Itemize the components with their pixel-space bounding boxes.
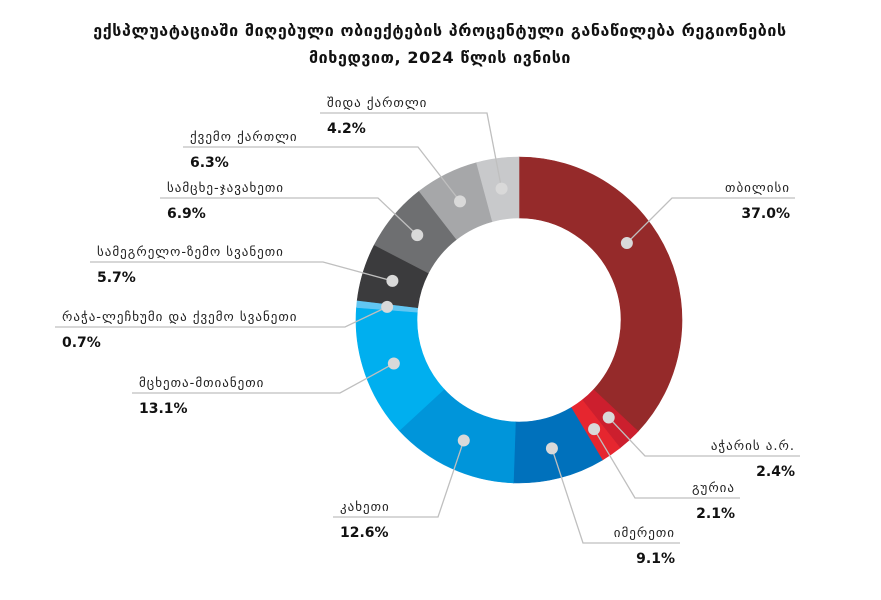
slice-label-tbilisi: თბილისი xyxy=(725,181,790,196)
slice-label-shida-kartli: შიდა ქართლი xyxy=(327,96,427,111)
slice-value-tbilisi: 37.0% xyxy=(741,206,790,222)
slice-marker-mtskheta-mtianeti xyxy=(387,357,400,370)
slice-marker-shida-kartli xyxy=(495,182,508,195)
leader-line-racha-lechkhumi xyxy=(55,306,388,328)
slice-marker-racha-lechkhumi xyxy=(381,300,394,313)
slice-value-imereti: 9.1% xyxy=(636,551,675,567)
slice-label-guria: გურია xyxy=(692,481,735,496)
donut-slices xyxy=(355,156,683,484)
leader-line-samegrelo xyxy=(90,261,393,282)
slice-label-mtskheta-mtianeti: მცხეთა-მთიანეთი xyxy=(139,376,264,391)
slice-marker-kvemo-kartli xyxy=(454,195,467,208)
slice-value-guria: 2.1% xyxy=(696,506,735,522)
slice-value-kvemo-kartli: 6.3% xyxy=(190,155,229,171)
chart-title-line-2: მიხედვით, 2024 წლის ივნისი xyxy=(309,48,571,67)
slice-marker-samegrelo xyxy=(386,274,399,287)
slice-marker-samtskhe-javakheti xyxy=(411,229,424,242)
slice-value-adjara: 2.4% xyxy=(756,464,795,480)
slice-markers xyxy=(381,182,633,455)
slice-marker-adjara xyxy=(602,411,615,424)
slice-label-samegrelo: სამეგრელო-ზემო სვანეთი xyxy=(97,245,284,260)
slice-label-imereti: იმერეთი xyxy=(614,526,675,541)
slice-value-shida-kartli: 4.2% xyxy=(327,121,366,137)
leader-line-mtskheta-mtianeti xyxy=(132,362,395,394)
slice-marker-kakheti xyxy=(457,434,470,447)
leader-line-imereti xyxy=(551,448,680,544)
leader-line-tbilisi xyxy=(626,197,795,244)
chart-title-line-1: ექსპლუატაციაში მიღებული ობიექტების პროცე… xyxy=(93,21,786,40)
slice-label-adjara: აჭარის ა.რ. xyxy=(711,439,795,454)
leader-line-shida-kartli xyxy=(320,112,503,189)
slice-label-racha-lechkhumi: რაჭა-ლეჩხუმი და ქვემო სვანეთი xyxy=(62,310,298,325)
leader-line-adjara xyxy=(608,417,800,457)
leader-line-kvemo-kartli xyxy=(183,146,461,202)
leader-lines xyxy=(55,112,800,544)
slice-value-samtskhe-javakheti: 6.9% xyxy=(167,206,206,222)
slice-value-samegrelo: 5.7% xyxy=(97,270,136,286)
leader-line-kakheti xyxy=(333,440,465,518)
slice-tbilisi xyxy=(518,156,683,432)
slice-marker-imereti xyxy=(545,442,558,455)
slice-value-kakheti: 12.6% xyxy=(340,525,389,541)
leader-line-samtskhe-javakheti xyxy=(160,197,418,236)
leader-line-guria xyxy=(593,428,740,499)
slice-labels: თბილისი 37.0% აჭარის ა.რ. 2.4% გურია 2.1… xyxy=(62,96,795,567)
slice-value-racha-lechkhumi: 0.7% xyxy=(62,335,101,351)
slice-label-samtskhe-javakheti: სამცხე-ჯავახეთი xyxy=(167,181,284,196)
slice-marker-guria xyxy=(588,423,601,436)
slice-label-kakheti: კახეთი xyxy=(340,500,390,515)
slice-marker-tbilisi xyxy=(620,237,633,250)
slice-value-mtskheta-mtianeti: 13.1% xyxy=(139,401,188,417)
slice-label-kvemo-kartli: ქვემო ქართლი xyxy=(190,130,298,145)
